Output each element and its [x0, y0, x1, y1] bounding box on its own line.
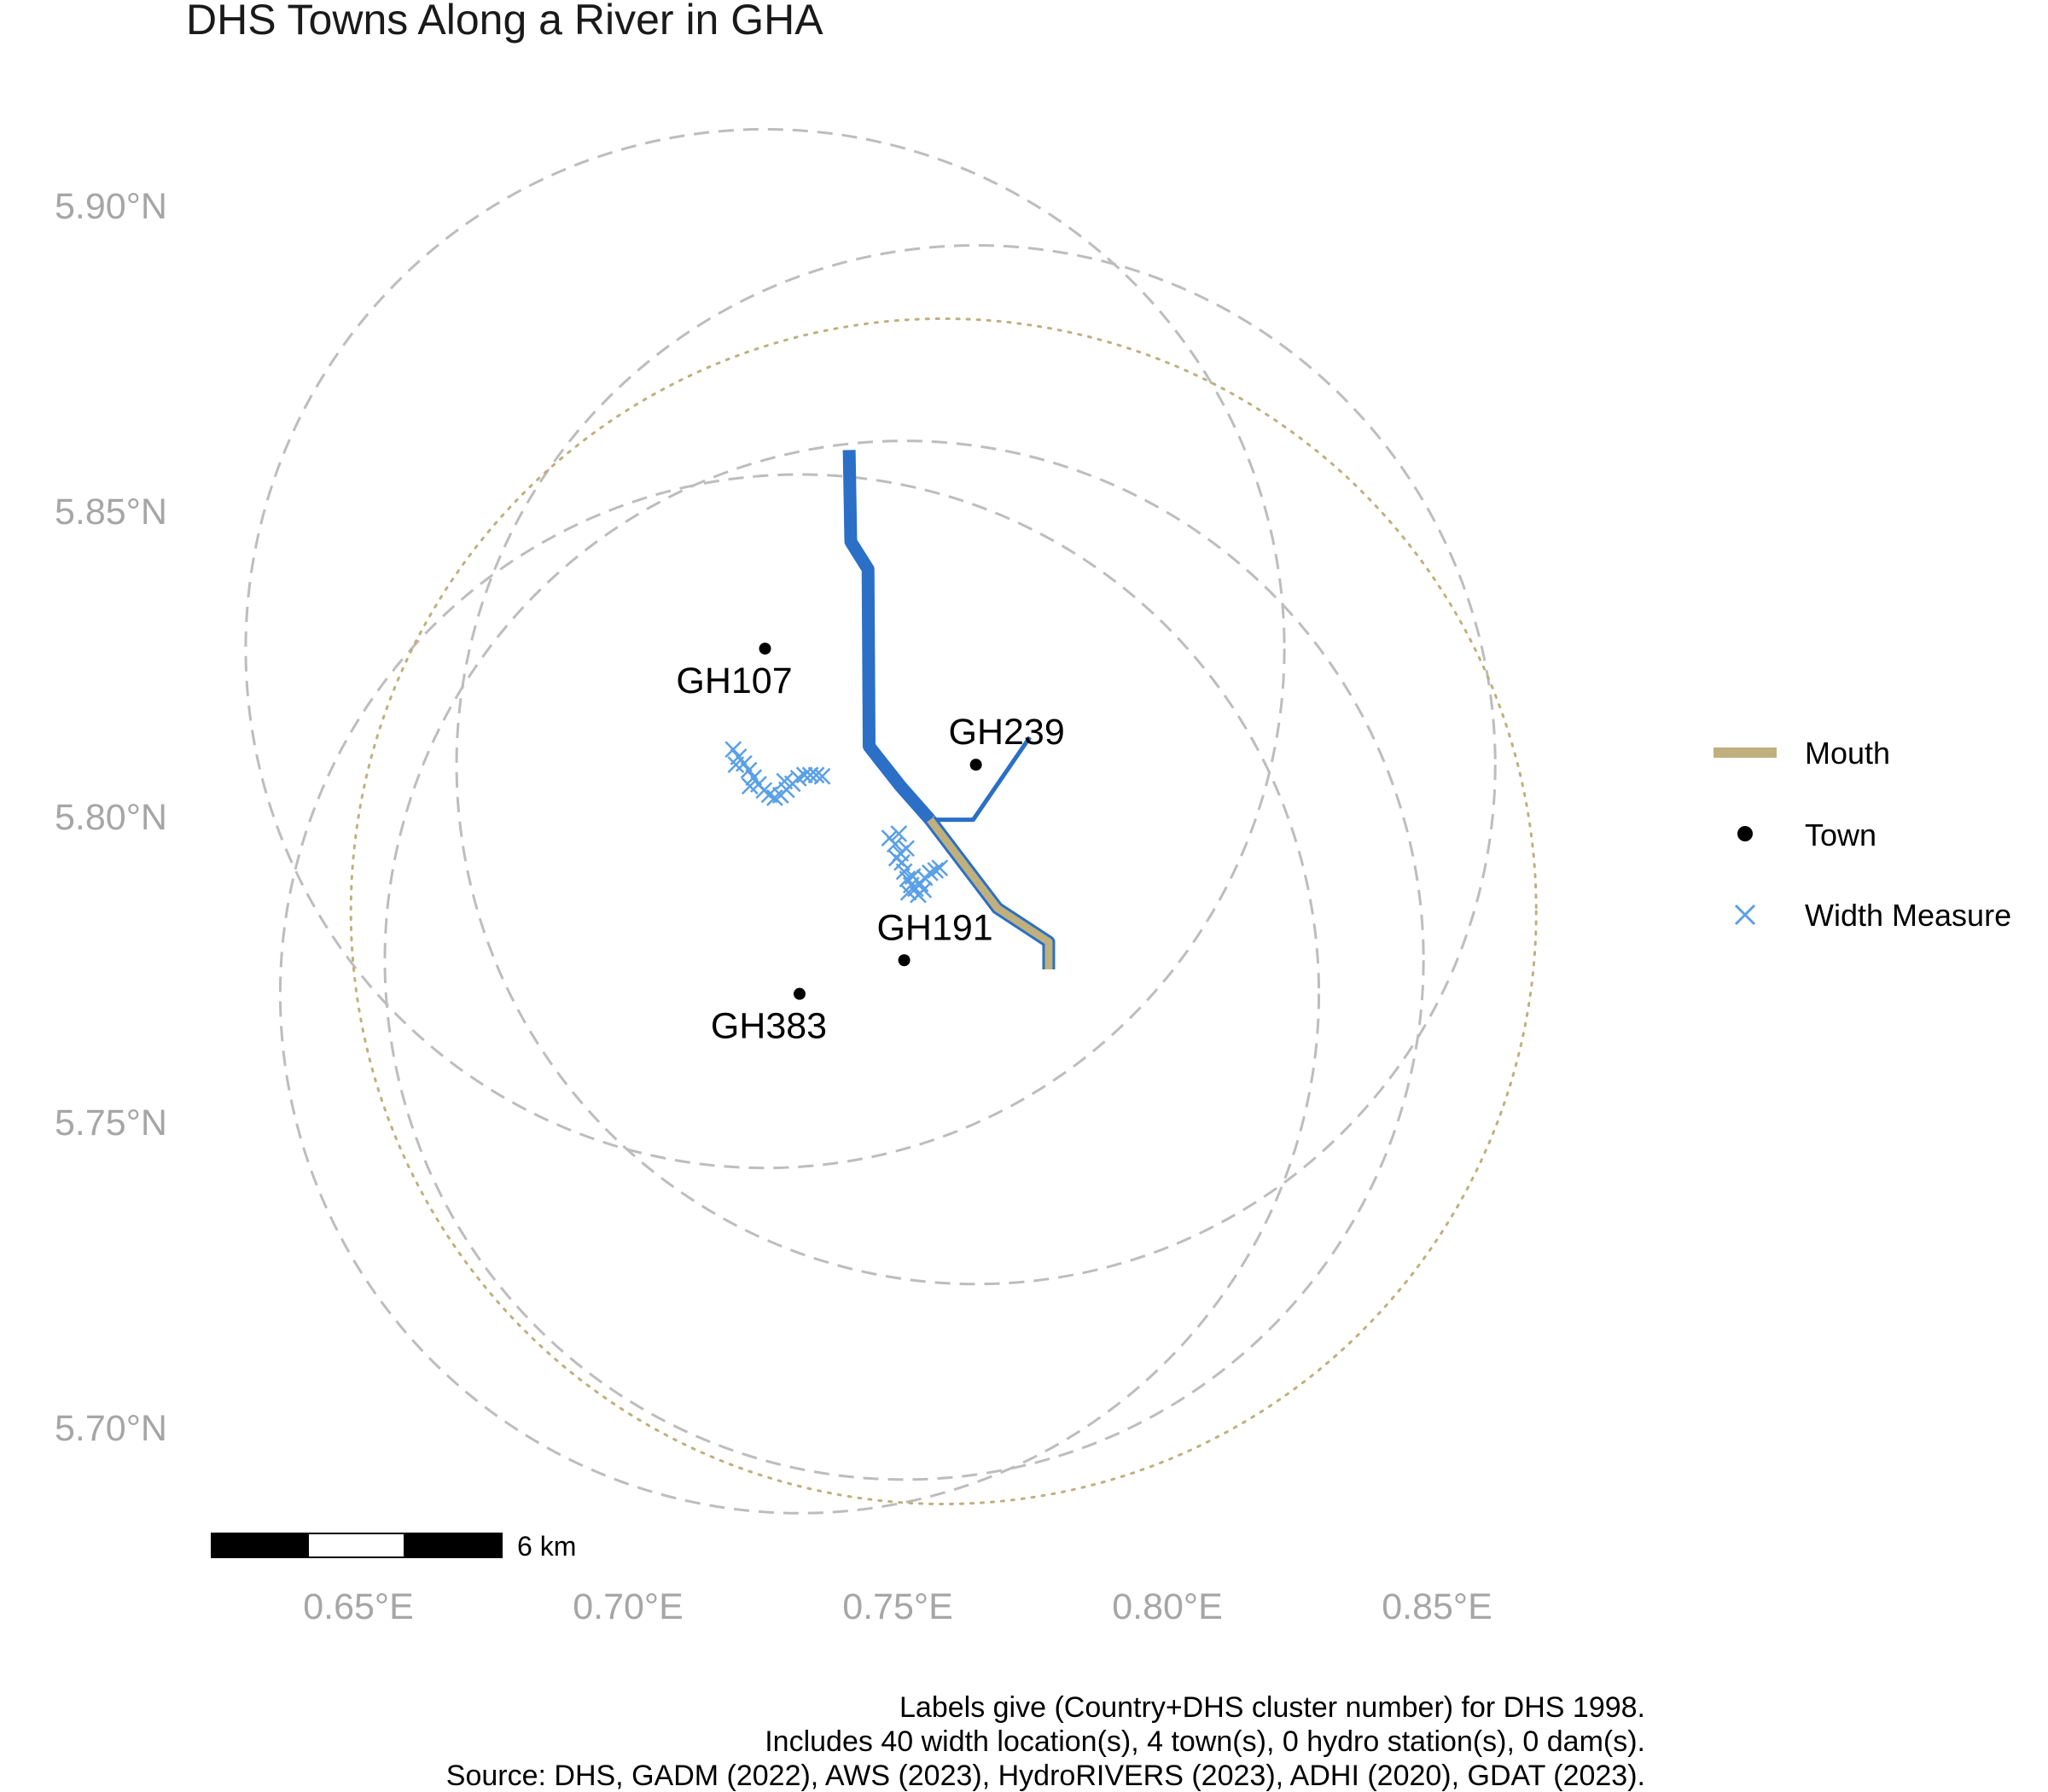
caption: Labels give (Country+DHS cluster number)… — [446, 1691, 1645, 1792]
width-measure-marker — [886, 835, 904, 853]
town-marker — [759, 643, 771, 655]
scale-bar: 6 km — [211, 1531, 576, 1562]
town-label: GH239 — [949, 712, 1065, 753]
x-tick-label: 0.75°E — [842, 1586, 953, 1627]
width-measure-marker — [740, 761, 758, 779]
town-marker — [898, 954, 911, 967]
town-marker — [969, 759, 982, 771]
caption-line-3: Source: DHS, GADM (2022), AWS (2023), Hy… — [446, 1760, 1645, 1792]
river-main-channel — [842, 450, 935, 824]
scale-bar-label: 6 km — [517, 1531, 576, 1562]
y-tick-label: 5.70°N — [55, 1408, 167, 1449]
town-buffer-circle — [244, 128, 1286, 1170]
width-measure-marker — [915, 881, 933, 899]
map-axes: 0.65°E 0.70°E 0.75°E 0.80°E 0.85°E 5.90°N 5.85… — [55, 186, 1492, 1627]
legend-width-swatch — [1734, 904, 1756, 926]
width-measure-markers — [724, 741, 949, 904]
town-label: GH191 — [876, 907, 992, 948]
y-tick-label: 5.80°N — [55, 797, 167, 838]
x-tick-label: 0.65°E — [303, 1586, 414, 1627]
width-measure-marker — [807, 766, 825, 784]
width-measure-marker — [795, 766, 813, 784]
y-tick-label: 5.85°N — [55, 492, 167, 532]
legend-town-swatch — [1737, 826, 1753, 841]
caption-line-2: Includes 40 width location(s), 4 town(s)… — [765, 1725, 1645, 1758]
x-tick-label: 0.85°E — [1382, 1586, 1492, 1627]
town-label: GH107 — [676, 660, 792, 701]
caption-line-1: Labels give (Country+DHS cluster number)… — [899, 1691, 1645, 1724]
width-measure-marker — [899, 883, 917, 901]
width-measure-marker — [724, 741, 742, 759]
width-measure-marker — [904, 868, 922, 886]
width-measure-marker — [766, 788, 783, 806]
town-marker — [793, 987, 806, 1000]
town-label: GH383 — [711, 1006, 827, 1047]
mouth-buffer-circle — [349, 317, 1538, 1505]
y-tick-label: 5.75°N — [55, 1103, 167, 1143]
map-title: DHS Towns Along a River in GHA — [186, 0, 823, 44]
legend: Mouth Town Width Measure — [1713, 736, 2011, 933]
river-mouth-segment — [927, 817, 1053, 969]
scale-bar-segment — [211, 1533, 309, 1558]
x-tick-label: 0.80°E — [1112, 1586, 1223, 1627]
x-tick-label: 0.70°E — [573, 1586, 684, 1627]
y-tick-label: 5.90°N — [55, 186, 167, 227]
width-measure-marker — [927, 862, 945, 879]
town-buffer-circle — [383, 439, 1425, 1481]
legend-width-label: Width Measure — [1805, 898, 2011, 933]
width-measure-marker — [776, 772, 794, 790]
town-markers: GH107 GH239 GH191 GH383 — [676, 643, 1065, 1047]
width-measure-marker — [727, 756, 745, 774]
width-measure-marker — [813, 767, 831, 785]
width-measure-marker — [789, 770, 807, 787]
river-tributary — [929, 736, 1032, 823]
width-measure-marker — [931, 859, 949, 877]
legend-town-label: Town — [1805, 817, 1876, 852]
width-measure-marker — [741, 777, 759, 795]
river-network — [842, 450, 1056, 969]
town-buffer-circles — [244, 128, 1538, 1515]
width-measure-marker — [890, 825, 908, 842]
scale-bar-segment — [307, 1533, 405, 1558]
width-measure-marker — [887, 849, 905, 867]
width-measure-marker — [922, 864, 939, 881]
town-buffer-circle — [455, 244, 1497, 1286]
legend-mouth-label: Mouth — [1805, 736, 1890, 771]
scale-bar-segment — [404, 1533, 503, 1558]
town-buffer-circle — [278, 473, 1321, 1515]
